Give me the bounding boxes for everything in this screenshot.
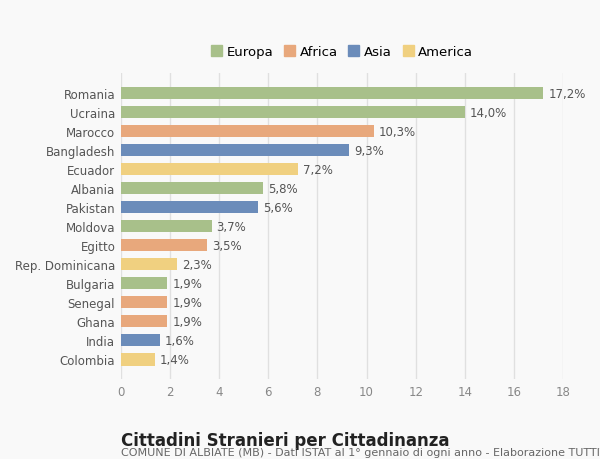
Text: 3,5%: 3,5% <box>212 239 241 252</box>
Text: 1,4%: 1,4% <box>160 353 190 366</box>
Bar <box>121 335 160 347</box>
Text: 1,6%: 1,6% <box>165 334 195 347</box>
Bar <box>121 315 167 328</box>
Bar <box>121 258 178 271</box>
Text: 3,7%: 3,7% <box>217 220 247 233</box>
Bar <box>121 183 263 195</box>
Legend: Europa, Africa, Asia, America: Europa, Africa, Asia, America <box>208 44 476 62</box>
Bar <box>121 353 155 366</box>
Bar <box>121 163 298 176</box>
Bar <box>121 202 259 214</box>
Text: 1,9%: 1,9% <box>172 277 202 290</box>
Text: 7,2%: 7,2% <box>302 163 332 176</box>
Text: 9,3%: 9,3% <box>354 144 384 157</box>
Bar <box>121 126 374 138</box>
Bar <box>121 220 212 233</box>
Bar <box>121 145 349 157</box>
Text: 5,8%: 5,8% <box>268 182 298 195</box>
Text: 5,6%: 5,6% <box>263 201 293 214</box>
Bar <box>121 277 167 290</box>
Text: 2,3%: 2,3% <box>182 258 212 271</box>
Text: 10,3%: 10,3% <box>379 125 416 138</box>
Bar <box>121 106 465 119</box>
Text: 17,2%: 17,2% <box>548 87 586 101</box>
Text: 14,0%: 14,0% <box>470 106 507 119</box>
Text: 1,9%: 1,9% <box>172 315 202 328</box>
Text: Cittadini Stranieri per Cittadinanza: Cittadini Stranieri per Cittadinanza <box>121 431 449 449</box>
Bar <box>121 297 167 309</box>
Bar <box>121 240 207 252</box>
Bar <box>121 88 544 100</box>
Text: COMUNE DI ALBIATE (MB) - Dati ISTAT al 1° gennaio di ogni anno - Elaborazione TU: COMUNE DI ALBIATE (MB) - Dati ISTAT al 1… <box>121 448 600 458</box>
Text: 1,9%: 1,9% <box>172 296 202 309</box>
